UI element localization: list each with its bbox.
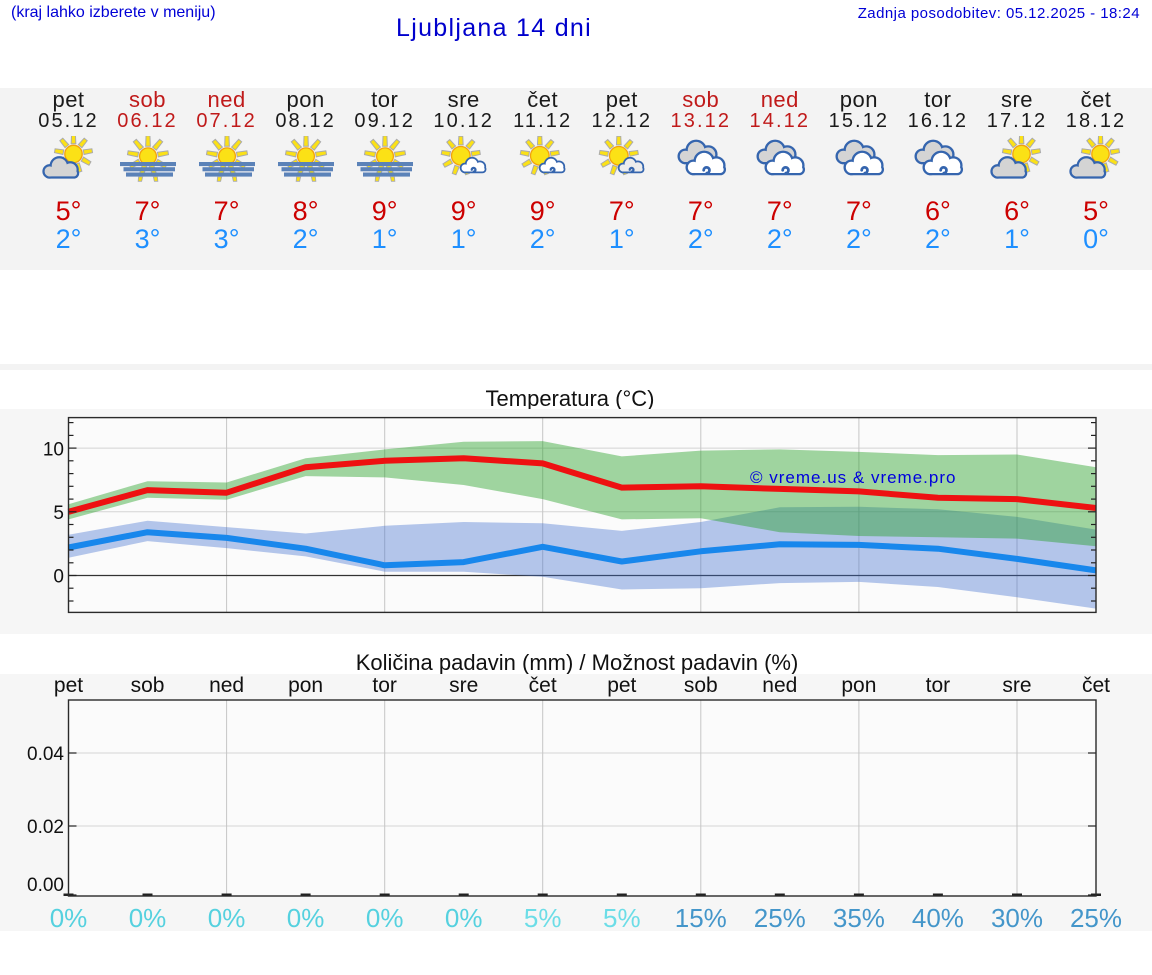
svg-text:10: 10 [43, 439, 64, 460]
svg-text:© vreme.us & vreme.pro: © vreme.us & vreme.pro [750, 468, 956, 487]
svg-text:0.02: 0.02 [27, 817, 64, 838]
svg-text:0.00: 0.00 [27, 875, 64, 896]
svg-text:0: 0 [53, 567, 64, 588]
svg-text:0.04: 0.04 [27, 744, 64, 765]
svg-text:5: 5 [53, 503, 64, 524]
